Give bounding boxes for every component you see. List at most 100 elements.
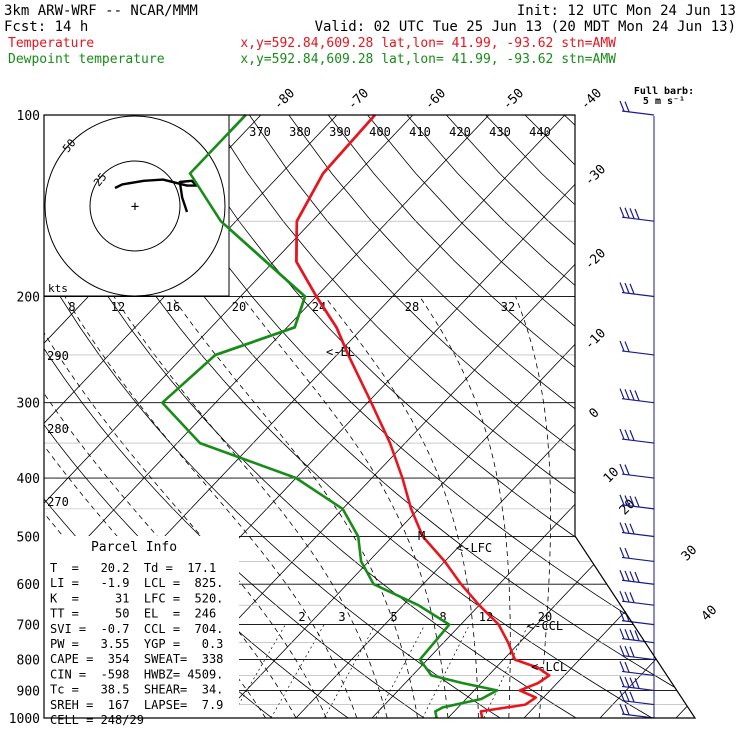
wind-barb-flag [634, 630, 640, 641]
wind-barb-flag [624, 704, 630, 715]
moist-adiabat [64, 296, 358, 718]
parcel-info-row: LI = -1.9 LCL = 825. [50, 576, 223, 590]
wind-barb-flag [629, 389, 635, 401]
parcel-info-row: Tc = 38.5 SHEAR= 34. [50, 683, 223, 697]
isotherm-label: 30 [679, 543, 701, 565]
mixing-ratio-label: 20 [538, 610, 552, 624]
wind-barb [619, 388, 655, 404]
parcel-info-row: CIN = -598 HWBZ= 4509. [50, 667, 223, 681]
wind-barb-flag [624, 282, 630, 294]
pressure-tick-label: 800 [17, 654, 40, 669]
wind-barb-flag [629, 283, 635, 294]
wind-barb-staff [621, 531, 655, 538]
wind-barb [619, 494, 655, 510]
wind-barb [619, 703, 655, 719]
hodograph-ring [44, 115, 226, 297]
isotherm-label: -10 [582, 326, 609, 353]
wind-barb [619, 522, 655, 538]
wind-barb [619, 661, 655, 677]
plot-outline [43, 114, 697, 719]
isotherm-label: 10 [601, 465, 623, 487]
theta-label: 380 [289, 125, 311, 139]
wind-barb-staff [621, 713, 655, 719]
hodograph-center: + [131, 199, 139, 215]
wind-barb-flag [624, 464, 630, 475]
theta-label: 440 [529, 125, 551, 139]
wind-barb-flag [619, 661, 625, 672]
wind-barb-staff [621, 638, 655, 644]
wind-barb [619, 100, 655, 116]
wind-barb-flag [634, 677, 640, 689]
mixing-ratio-label: 2 [298, 610, 305, 624]
theta-label: 390 [329, 125, 351, 139]
dry-adiabat [249, 115, 695, 718]
wind-barb-flag [619, 340, 625, 352]
isotherm-line [295, 115, 695, 718]
wind-barb [619, 676, 655, 692]
temperature-location: x,y=592.84,609.28 lat,lon= 41.99, -93.62… [240, 36, 616, 51]
mixing-ratio-line [323, 624, 376, 718]
moist-adiabat [241, 296, 449, 718]
wind-barb-flag [619, 388, 625, 399]
level-annotation: M [418, 529, 425, 543]
wind-barb-flag [619, 494, 625, 506]
isotherm-line [599, 115, 695, 718]
annotations: <-EL <-LFC <-CCL <-LCL M [326, 345, 567, 674]
wind-barb-flag [629, 495, 635, 507]
parcel-info-row: SVI = -0.7 CCL = 704. [50, 622, 223, 636]
valid-time: Valid: 02 UTC Tue 25 Jun 13 (20 MDT Mon … [315, 19, 736, 35]
wind-barb-flag [619, 282, 625, 293]
isotherm-line [447, 115, 695, 718]
wind-barb-staff [621, 685, 655, 692]
forecast-hour: Fcst: 14 h [4, 19, 88, 35]
wind-barb-staff [621, 600, 655, 606]
level-annotation: <-LCL [531, 660, 567, 674]
theta-label: 410 [409, 125, 431, 139]
isotherm-line [219, 115, 695, 718]
dewpoint-location: x,y=592.84,609.28 lat,lon= 41.99, -93.62… [240, 52, 616, 67]
mixing-ratio-label: 8 [439, 610, 446, 624]
wind-barb-flag [624, 570, 630, 582]
wind-barb-flag [634, 496, 640, 507]
wind-barb-flag [619, 645, 625, 656]
mixing-ratio-line [270, 624, 325, 718]
parcel-info-row: CAPE = 354 SWEAT= 338 [50, 652, 223, 666]
pressure-tick-label: 200 [17, 291, 40, 306]
profile-segment [188, 114, 307, 357]
isotherm-label: -70 [345, 86, 372, 113]
theta-label: 430 [489, 125, 511, 139]
moist-adiabat [515, 296, 551, 718]
wind-barb-flag [619, 522, 625, 533]
dry-adiabat [170, 115, 695, 718]
level-annotation: <-EL [326, 345, 355, 359]
parcel-info-title: Parcel Info [91, 540, 177, 555]
wind-barb [619, 590, 655, 606]
hodograph-ring [89, 160, 181, 252]
wind-barb-flag [629, 571, 635, 582]
temperature-label: Temperature [8, 36, 94, 51]
mixing-ratio-label: 32 [501, 300, 515, 314]
dry-adiabat [288, 115, 695, 718]
mixing-ratio-label: 8 [68, 300, 75, 314]
wind-barb-staff [621, 699, 655, 706]
isotherm-label: -80 [271, 86, 298, 113]
wind-barb-flag [619, 206, 625, 218]
wind-barb-staff [621, 398, 655, 404]
wind-barb-flag [619, 676, 625, 687]
isotherm-label: 40 [699, 603, 721, 625]
wind-barb-flag [629, 208, 635, 219]
wind-barb [619, 206, 655, 222]
wind-barb-flag [629, 629, 635, 641]
wind-barb-flag [634, 390, 640, 401]
mixing-ratio-label: 16 [166, 300, 180, 314]
isotherm-line [675, 115, 695, 718]
isotherm-label: -30 [582, 162, 609, 189]
isotherm-line [44, 115, 338, 718]
dry-adiabat [209, 115, 695, 718]
mixing-ratio-label: 24 [312, 300, 326, 314]
parcel-info-row: CELL = 248/29 [50, 713, 144, 727]
wind-barb [619, 547, 655, 563]
wind-barb-flag [619, 570, 625, 581]
